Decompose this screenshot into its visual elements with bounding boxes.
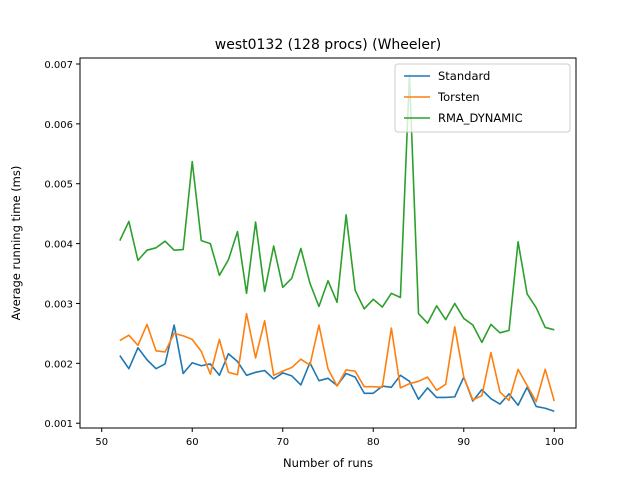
x-tick-label: 80 [367,437,380,448]
series-layer [119,73,556,412]
x-tick-label: 70 [276,437,289,448]
x-tick-label: 50 [95,437,108,448]
y-tick-label: 0.003 [44,299,73,310]
x-axis-label: Number of runs [283,456,373,470]
y-tick-label: 0.005 [44,180,73,191]
legend-label-standard: Standard [438,69,490,83]
plot-area: 50 60 70 80 90 100 0.0010.0020.0030.0040.0050… [44,57,577,448]
y-tick-label: 0.004 [44,240,73,251]
y-tick-label: 0.006 [44,120,73,131]
legend-label-torsten: Torsten [437,90,480,104]
y-axis: 0.001 0.002 0.003 0.004 0.005 0.006 0.007 [44,60,80,430]
y-tick-label: 0.007 [44,60,73,71]
x-tick-label: 90 [457,437,470,448]
y-tick-label: 0.001 [44,419,73,430]
series-line-rma-dynamic [119,73,555,344]
y-axis-label: Average running time (ms) [9,166,23,321]
series-line-torsten [119,312,556,403]
legend-box [394,63,571,133]
legend-label-rma-dynamic: RMA_DYNAMIC [438,111,523,125]
x-axis: 50 60 70 80 90 100 [95,428,564,448]
x-tick-label: 100 [545,437,564,448]
legend: Standard Torsten RMA_DYNAMIC [394,63,571,133]
plot-frame [79,57,577,429]
x-tick-label: 60 [186,437,199,448]
y-tick-label: 0.002 [44,359,73,370]
chart-title: west0132 (128 procs) (Wheeler) [215,37,442,53]
